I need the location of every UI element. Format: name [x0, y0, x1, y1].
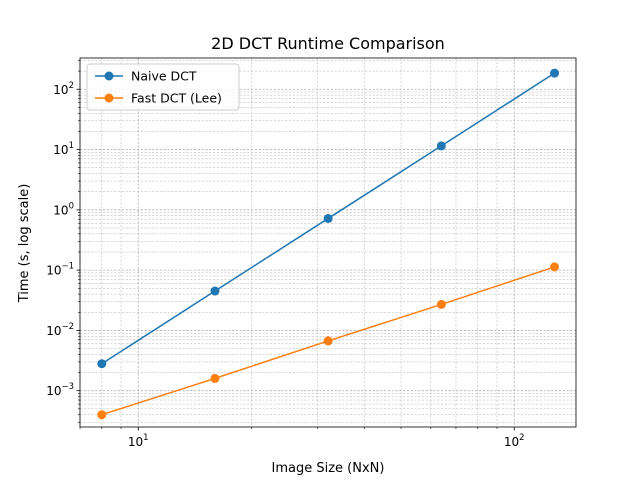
y-tick-label: 10−3: [46, 382, 74, 398]
y-tick-label: 102: [53, 81, 74, 97]
data-point-1-1: [210, 373, 220, 383]
legend-label-naive: Naive DCT: [131, 69, 197, 84]
y-tick-label: 101: [53, 141, 74, 157]
data-point-1-3: [436, 299, 446, 309]
data-point-1-4: [550, 262, 560, 272]
x-tick-label: 101: [128, 433, 149, 449]
grid: [79, 58, 576, 427]
data-point-0-2: [323, 213, 333, 223]
data-point-0-4: [550, 68, 560, 78]
y-tick-label: 10−2: [46, 322, 74, 338]
chart-title: 2D DCT Runtime Comparison: [211, 34, 445, 53]
y-tick-label: 100: [53, 201, 74, 217]
axis-ticks: 101 102 10−3 10−2 10−1 100 101 102: [46, 60, 525, 449]
data-point-0-3: [436, 141, 446, 151]
y-tick-label: 10−1: [46, 262, 74, 278]
x-axis-label: Image Size (NxN): [272, 461, 385, 476]
x-tick-label: 102: [504, 433, 525, 449]
series-layer: [97, 68, 560, 420]
legend-box: [86, 63, 240, 111]
data-point-0-0: [97, 359, 107, 369]
legend-marker-fast: [104, 93, 114, 103]
data-point-1-2: [323, 336, 333, 346]
data-point-1-0: [97, 410, 107, 420]
data-point-0-1: [210, 286, 220, 296]
plot-frame: [79, 57, 577, 428]
y-axis-label: Time (s, log scale): [17, 184, 32, 304]
legend-marker-naive: [104, 71, 114, 81]
legend-label-fast: Fast DCT (Lee): [131, 91, 222, 106]
legend: Naive DCT Fast DCT (Lee): [86, 63, 240, 111]
